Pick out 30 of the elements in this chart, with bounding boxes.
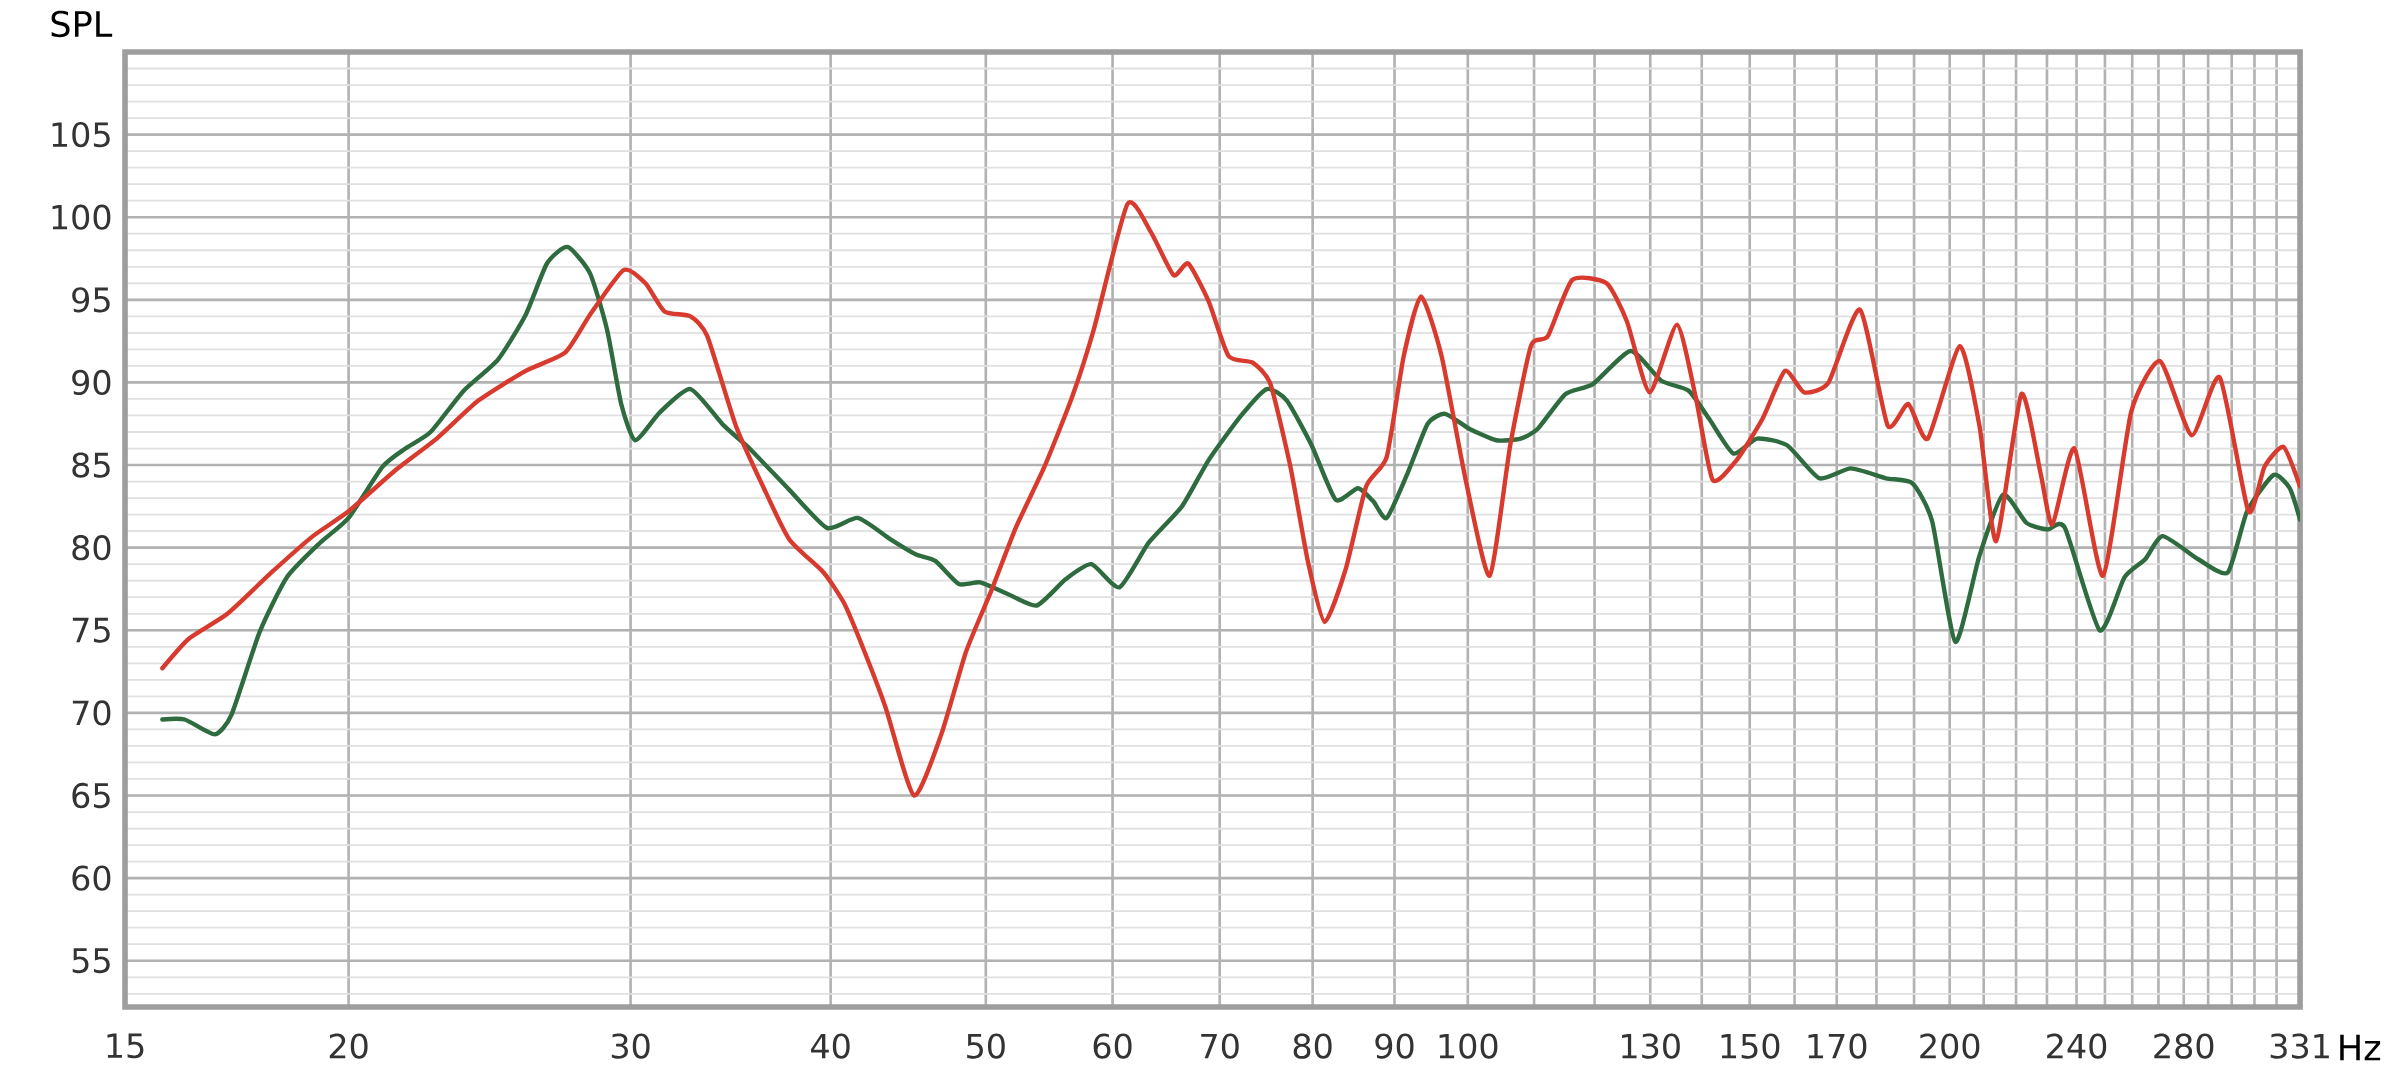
y-tick-label: 100 — [52, 204, 111, 230]
y-tick-label: 60 — [72, 865, 111, 891]
y-tick-label: 85 — [72, 452, 110, 478]
x-axis-title: Hz — [2340, 1034, 2381, 1061]
x-tick-label: 30 — [611, 1033, 650, 1059]
y-tick-label: 90 — [72, 369, 111, 396]
y-tick-label: 95 — [72, 287, 110, 313]
y-tick-label: 65 — [72, 782, 110, 809]
x-tick-label: 50 — [967, 1033, 1005, 1059]
x-tick-label: 170 — [1808, 1033, 1867, 1059]
x-tick-label: 70 — [1201, 1033, 1239, 1059]
y-axis-title: SPL — [51, 10, 113, 38]
y-tick-label: 55 — [72, 948, 110, 974]
x-tick-label: 331 — [2270, 1033, 2329, 1059]
x-tick-label: 240 — [2047, 1033, 2107, 1059]
x-tick-label: 200 — [1920, 1033, 1980, 1059]
y-tick-label: 75 — [72, 617, 110, 643]
x-tick-label: 20 — [329, 1033, 368, 1059]
x-tick-label: 15 — [107, 1033, 144, 1059]
x-tick-label: 280 — [2154, 1033, 2214, 1059]
y-tick-label: 70 — [72, 700, 111, 726]
x-tick-label: 130 — [1622, 1033, 1680, 1059]
x-tick-label: 90 — [1375, 1033, 1414, 1059]
x-tick-label: 100 — [1439, 1033, 1498, 1059]
x-tick-label: 60 — [1093, 1033, 1132, 1059]
x-tick-label: 40 — [811, 1033, 850, 1059]
y-tick-label: 80 — [72, 535, 111, 561]
x-tick-label: 150 — [1721, 1033, 1780, 1059]
y-tick-label: 105 — [52, 121, 110, 148]
x-tick-label: 80 — [1293, 1033, 1332, 1059]
